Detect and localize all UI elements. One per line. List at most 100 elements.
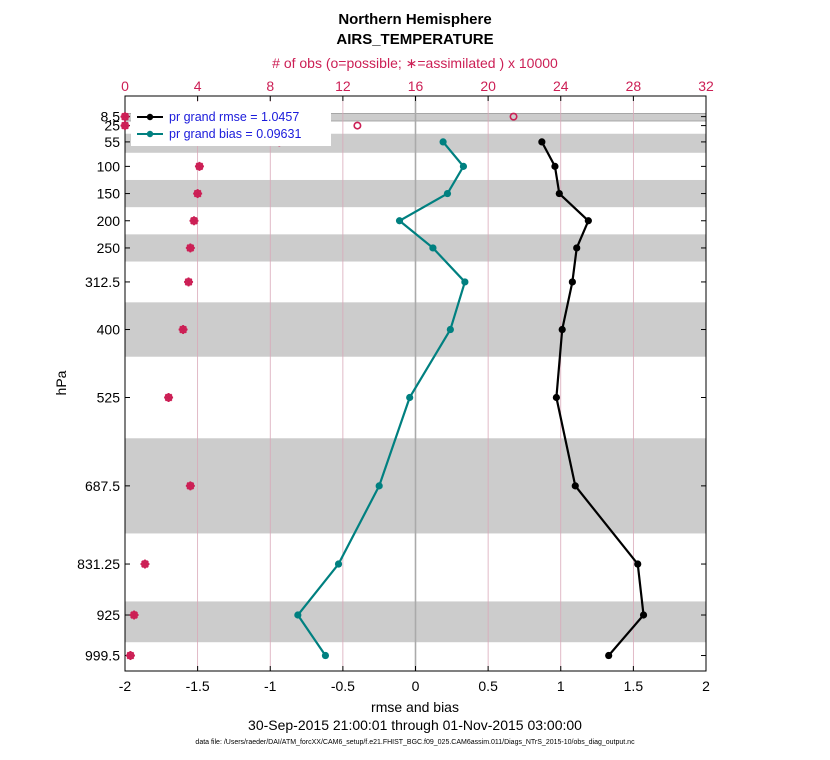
bias-point	[321, 651, 330, 660]
obs-possible-only-marker	[509, 112, 518, 121]
bias-line	[296, 141, 467, 657]
y-tick-label: 250	[97, 240, 121, 256]
data-file-path: data file: /Users/raeder/DAI/ATM_forcXX/…	[195, 739, 635, 746]
legend-bias-label: pr grand bias = 0.09631	[169, 127, 301, 141]
asterisk-stroke	[126, 651, 135, 660]
x-tick-label: 1.5	[624, 678, 644, 694]
asterisk-stroke	[195, 162, 204, 171]
y-tick-label: 525	[97, 389, 121, 405]
date-range: 30-Sep-2015 21:00:01 through 01-Nov-2015…	[248, 717, 582, 733]
obs-possible-only-marker	[353, 121, 362, 130]
obs-assimilated-marker	[125, 651, 135, 661]
legend: pr grand rmse = 1.0457 pr grand bias = 0…	[131, 102, 331, 146]
rmse-point	[555, 189, 563, 198]
y-tick-label: 200	[97, 213, 121, 229]
obs-assimilated-marker	[184, 277, 194, 287]
legend-box	[131, 102, 331, 146]
bias-point	[429, 244, 437, 252]
chart-title: Northern Hemisphere	[338, 11, 491, 28]
data-marks	[120, 112, 648, 661]
y-tick-label: 100	[97, 158, 121, 174]
y-tick-label: 999.5	[85, 648, 120, 664]
chart-subtitle: AIRS_TEMPERATURE	[336, 31, 493, 48]
rmse-point	[551, 162, 559, 170]
x-tick-label: -2	[119, 678, 132, 694]
x-tick-label: 0	[412, 678, 420, 694]
top-tick-label: 28	[626, 78, 642, 94]
y-tick-label: 925	[97, 607, 121, 623]
rmse-point	[552, 393, 560, 402]
bias-point	[294, 611, 302, 619]
x-tick-label: 0.5	[478, 678, 498, 694]
y-tick-label: 55	[104, 134, 120, 150]
obs-assimilated-marker	[164, 392, 174, 402]
obs-assimilated-marker	[120, 121, 130, 131]
asterisk-stroke	[186, 244, 195, 252]
x-tick-label: -0.5	[331, 678, 355, 694]
y-tick-label: 25	[104, 118, 120, 134]
top-tick-label: 8	[266, 78, 274, 94]
axis-ticks: -2 -1.5 -1 -0.5 0 0.5 1 1.5 20 4 8 12 16 20 24 28 328.52…	[77, 78, 714, 694]
asterisk-stroke	[179, 325, 187, 334]
y-axis-label: hPa	[53, 370, 69, 395]
top-tick-label: 12	[335, 78, 351, 94]
y-tick-label: 150	[97, 186, 121, 202]
x-axis-label: rmse and bias	[371, 699, 459, 715]
bias-point	[459, 162, 468, 170]
obs-assimilated-marker	[129, 610, 139, 620]
x-tick-label: -1.5	[186, 678, 210, 694]
bias-point	[375, 482, 383, 490]
asterisk-stroke	[121, 121, 129, 130]
bias-point	[334, 560, 343, 568]
legend-rmse-marker	[146, 113, 154, 121]
top-tick-label: 4	[194, 78, 202, 94]
asterisk-stroke	[186, 482, 195, 490]
obs-assimilated-marker	[178, 325, 188, 335]
rmse-line	[540, 141, 645, 657]
y-tick-label: 831.25	[77, 556, 120, 572]
asterisk-stroke	[164, 393, 173, 402]
asterisk-stroke	[190, 216, 198, 225]
y-tick-label: 8.5	[101, 109, 121, 125]
rmse-point	[571, 482, 579, 490]
top-tick-label: 24	[553, 78, 569, 94]
rmse-point	[639, 611, 648, 619]
gridlines	[197, 96, 634, 671]
asterisk-stroke	[184, 278, 193, 286]
top-tick-label: 0	[121, 78, 129, 94]
top-tick-label: 20	[480, 78, 496, 94]
obs-assimilated-marker	[185, 481, 195, 491]
obs-assimilated-marker	[140, 559, 150, 569]
obs-assimilated-marker	[120, 112, 130, 122]
bias-point	[439, 138, 447, 146]
rmse-point	[605, 651, 613, 660]
rmse-point	[558, 325, 566, 334]
legend-rmse-label: pr grand rmse = 1.0457	[169, 110, 299, 124]
asterisk-stroke	[121, 112, 129, 121]
y-tick-label: 687.5	[85, 478, 120, 494]
y-tick-label: 400	[97, 322, 121, 338]
rmse-point	[634, 560, 642, 568]
rmse-point	[538, 138, 546, 146]
rmse-point	[584, 217, 592, 225]
x-tick-label: -1	[264, 678, 277, 694]
bias-point	[443, 189, 452, 198]
legend-bias-marker	[146, 130, 154, 138]
top-tick-label: 16	[408, 78, 424, 94]
bias-point	[446, 325, 454, 334]
obs-assimilated-marker	[185, 243, 195, 253]
top-tick-label: 32	[698, 78, 714, 94]
rmse-point	[568, 278, 576, 286]
obs-assimilated-marker	[193, 189, 203, 199]
obs-assimilated-marker	[194, 161, 204, 171]
bias-point	[461, 278, 469, 286]
bias-point	[406, 393, 414, 402]
asterisk-stroke	[141, 560, 149, 568]
y-tick-label: 312.5	[85, 274, 120, 290]
rmse-point	[573, 244, 581, 252]
obs-assimilated-marker	[189, 216, 199, 226]
asterisk-stroke	[130, 611, 138, 619]
x-tick-label: 1	[557, 678, 565, 694]
bias-point	[395, 217, 404, 225]
